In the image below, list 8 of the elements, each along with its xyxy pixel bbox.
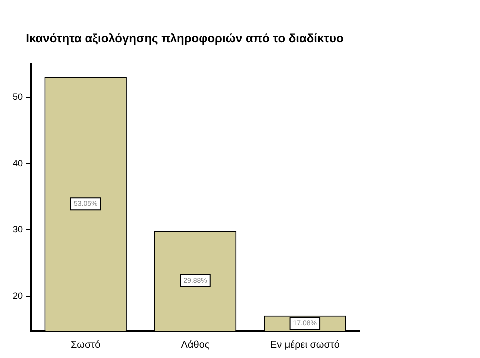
y-tick-label: 20 bbox=[12, 291, 24, 301]
y-tick-label: 40 bbox=[12, 158, 24, 168]
chart-title: Ικανότητα αξιολόγησης πληροφοριών από το διαδίκτυο bbox=[26, 32, 344, 46]
x-tick-label: Λάθος bbox=[181, 340, 210, 351]
y-tick-label: 30 bbox=[12, 224, 24, 235]
x-tick-label: Σωστό bbox=[71, 340, 102, 351]
x-tick-label: Εν μέρει σωστό bbox=[270, 340, 340, 351]
y-tick-label: 50 bbox=[12, 92, 24, 102]
